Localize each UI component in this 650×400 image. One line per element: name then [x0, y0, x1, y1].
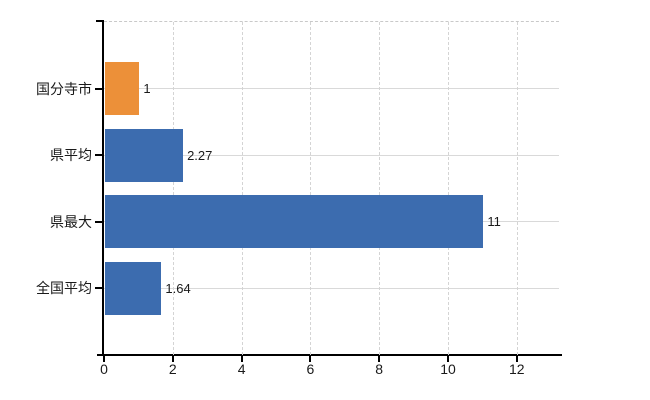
x-tick-label: 6	[306, 361, 315, 377]
bar[interactable]	[105, 128, 184, 182]
vertical-gridline	[310, 22, 312, 355]
x-tick-label: 12	[509, 361, 525, 377]
value-label: 11	[487, 214, 501, 229]
bar[interactable]	[105, 62, 140, 115]
x-axis-tick	[171, 356, 174, 362]
x-axis-tick	[240, 356, 243, 362]
vertical-gridline	[241, 22, 243, 355]
y-axis-tick	[95, 154, 104, 156]
value-label: 2.27	[187, 147, 213, 163]
bar[interactable]	[105, 261, 162, 315]
category-label: 全国平均	[36, 280, 92, 296]
vertical-gridline	[448, 22, 449, 355]
value-label: 1	[143, 81, 151, 96]
vertical-gridline	[379, 22, 381, 355]
x-tick-label: 2	[168, 361, 177, 377]
y-axis-top-tick	[96, 20, 104, 22]
x-tick-label: 0	[100, 361, 108, 377]
x-tick-label: 10	[440, 361, 456, 377]
y-axis-tick	[95, 220, 104, 223]
vertical-gridline	[516, 22, 518, 355]
x-axis-tick	[103, 356, 105, 362]
horizontal-gridline	[104, 287, 559, 289]
vertical-gridline	[172, 22, 174, 355]
x-tick-label: 4	[237, 361, 246, 377]
x-axis-tick	[447, 356, 449, 362]
category-label: 県平均	[50, 147, 92, 163]
horizontal-gridline	[104, 88, 559, 89]
value-label: 1.64	[165, 280, 191, 296]
y-axis-tick	[95, 287, 104, 289]
horizontal-gridline	[104, 154, 559, 156]
y-axis-line	[102, 20, 104, 356]
x-axis-tick	[309, 356, 312, 362]
category-label: 国分寺市	[36, 80, 92, 97]
bar[interactable]	[105, 195, 484, 248]
x-axis-tick	[515, 356, 518, 362]
x-axis-tick	[378, 356, 381, 362]
y-axis-tick	[95, 87, 104, 90]
x-tick-label: 8	[375, 361, 384, 377]
x-axis-line	[97, 354, 562, 356]
category-label: 県最大	[50, 213, 92, 230]
plot-area	[104, 21, 559, 356]
